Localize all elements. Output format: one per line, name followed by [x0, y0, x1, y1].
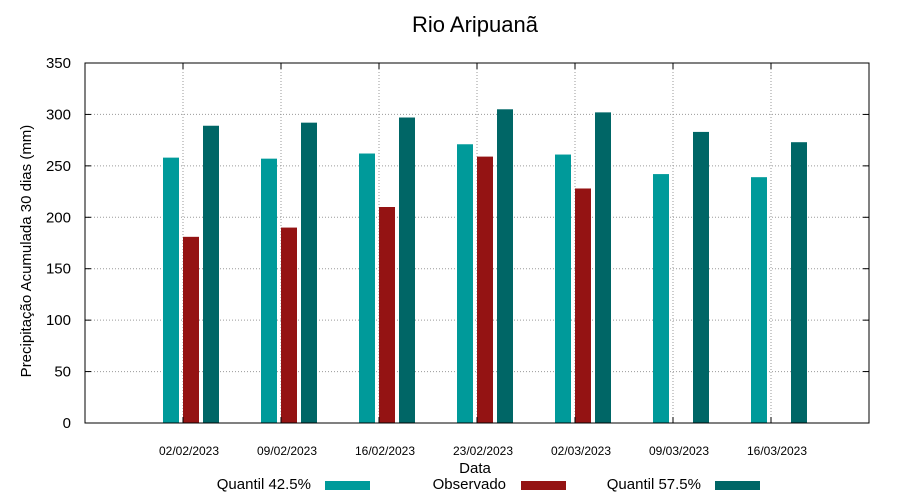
bar-quantil-57-5-: [301, 122, 317, 424]
y-tick-label: 300: [46, 106, 71, 123]
x-tick-label: 09/02/2023: [257, 444, 317, 458]
bar-quantil-42-5-: [261, 158, 277, 423]
bar-quantil-42-5-: [555, 154, 571, 424]
y-axis-title: Precipitação Acumulada 30 dias (mm): [18, 125, 35, 378]
y-tick-label: 100: [46, 312, 71, 329]
legend: Quantil 42.5% Observado Quantil 57.5%: [217, 476, 760, 493]
legend-swatch: [521, 481, 566, 490]
y-tick-label: 200: [46, 209, 71, 226]
bar-observado: [477, 156, 493, 423]
y-tick-label: 350: [46, 55, 71, 72]
legend-label: Quantil 42.5%: [217, 476, 311, 493]
bar-quantil-42-5-: [359, 153, 375, 423]
bar-observado: [281, 227, 297, 423]
bar-quantil-57-5-: [203, 125, 219, 423]
legend-swatch: [325, 481, 370, 490]
x-ticks-layer: 02/02/2023 09/02/2023 16/02/2023 23/02/2023…: [159, 444, 807, 458]
y-tick-label: 0: [63, 415, 71, 432]
chart-title: Rio Aripuanã: [412, 12, 539, 37]
y-tick-label: 250: [46, 158, 71, 175]
x-tick-label: 09/03/2023: [649, 444, 709, 458]
x-axis-title: Data: [459, 460, 491, 477]
legend-label: Quantil 57.5%: [607, 476, 701, 493]
bar-quantil-57-5-: [791, 142, 807, 423]
bar-quantil-57-5-: [399, 117, 415, 423]
bars-layer: [163, 109, 807, 424]
bar-quantil-42-5-: [653, 174, 669, 423]
bar-observado: [575, 188, 591, 423]
y-tick-label: 50: [54, 364, 71, 381]
bar-quantil-57-5-: [693, 131, 709, 423]
bar-quantil-42-5-: [457, 144, 473, 423]
x-tick-label: 16/03/2023: [747, 444, 807, 458]
x-tick-label: 23/02/2023: [453, 444, 513, 458]
x-tick-label: 02/02/2023: [159, 444, 219, 458]
x-tick-label: 16/02/2023: [355, 444, 415, 458]
bar-observado: [379, 207, 395, 423]
legend-label: Observado: [433, 476, 506, 493]
y-ticks-layer: 0 50 100 150 200 250 300 350: [46, 55, 869, 432]
bar-quantil-57-5-: [595, 112, 611, 423]
bar-observado: [183, 236, 199, 423]
bar-quantil-57-5-: [497, 109, 513, 424]
x-tick-label: 02/03/2023: [551, 444, 611, 458]
bar-quantil-42-5-: [751, 177, 767, 423]
y-tick-label: 150: [46, 261, 71, 278]
bar-quantil-42-5-: [163, 157, 179, 423]
legend-swatch: [715, 481, 760, 490]
